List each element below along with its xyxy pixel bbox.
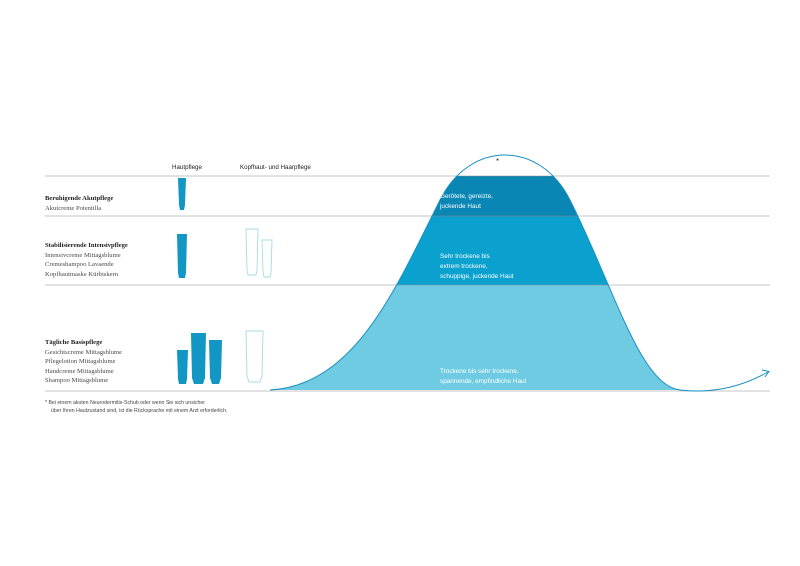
row-intensive-care: Stabilisierende Intensivpflege Intensivc… [45,241,128,279]
column-header-skin-care: Hautpflege [172,164,202,171]
footnote-line: * Bei einem akuten Neurodermitis-Schub o… [45,400,206,406]
band-text-basic: Trockene bis sehr trockene, spannende, e… [440,367,526,387]
scalp-care-products [245,228,273,383]
row-title: Beruhigende Akutpflege [45,195,114,202]
row-title: Stabilisierende Intensivpflege [45,242,128,249]
product-name: Intensivcreme Mittagsblume [45,251,121,259]
bottle-outline-icon [245,228,259,276]
product-name: Gesichtscreme Mittagsblume [45,348,123,356]
curve-arrow-icon [761,369,770,378]
band-text-line: juckende Haut [440,203,481,210]
band-text-line: spannende, empfindliche Haut [440,378,527,385]
product-name: Pflegelotion Mittagsblume [45,358,116,366]
footnote: * Bei einem akuten Neurodermitis-Schub o… [45,399,227,415]
product-name: Cremeshampoo Lavaende [45,261,114,269]
row-basic-care: Tägliche Basispflege Gesichtscreme Mitta… [45,338,122,386]
tube-icon [178,178,186,210]
band-text-line: Trockene bis sehr trockene, [440,368,519,375]
bottle-outline-icon [261,239,273,278]
row-dividers [45,175,770,392]
row-acute-care: Beruhigende Akutpflege Akutcreme Potenti… [45,194,113,213]
band-text-line: Gerötete, gereizte, [440,193,493,200]
product-name: Handcreme Mittagsblume [45,367,114,375]
product-name: Kopfhautmaske Kürbiskern [45,270,119,278]
tube-icon [177,350,188,384]
column-header-scalp-care: Kopfhaut- und Haarpflege [240,164,311,171]
tube-icon [177,234,187,278]
band-text-acute: Gerötete, gereizte, juckende Haut [440,192,493,212]
tube-icon [191,333,206,384]
bottle-outline-icon [245,330,264,383]
band-text-line: schuppige, juckende Haut [440,273,514,280]
footnote-line: über Ihren Hautzustand sind, ist die Rüc… [51,408,228,414]
product-name: Akutcreme Potentilla [45,204,102,212]
row-title: Tägliche Basispflege [45,339,103,346]
skin-care-products [177,178,222,384]
tube-icon [209,340,222,384]
bell-curve-line [269,154,769,392]
band-text-line: extrem trockene, [440,263,488,270]
band-text-line: Sehr trockene bis [440,253,490,260]
peak-asterisk: * [496,157,499,166]
product-name: Shampoo Mittagsblume [45,377,109,385]
band-text-intensive: Sehr trockene bis extrem trockene, schup… [440,252,514,282]
